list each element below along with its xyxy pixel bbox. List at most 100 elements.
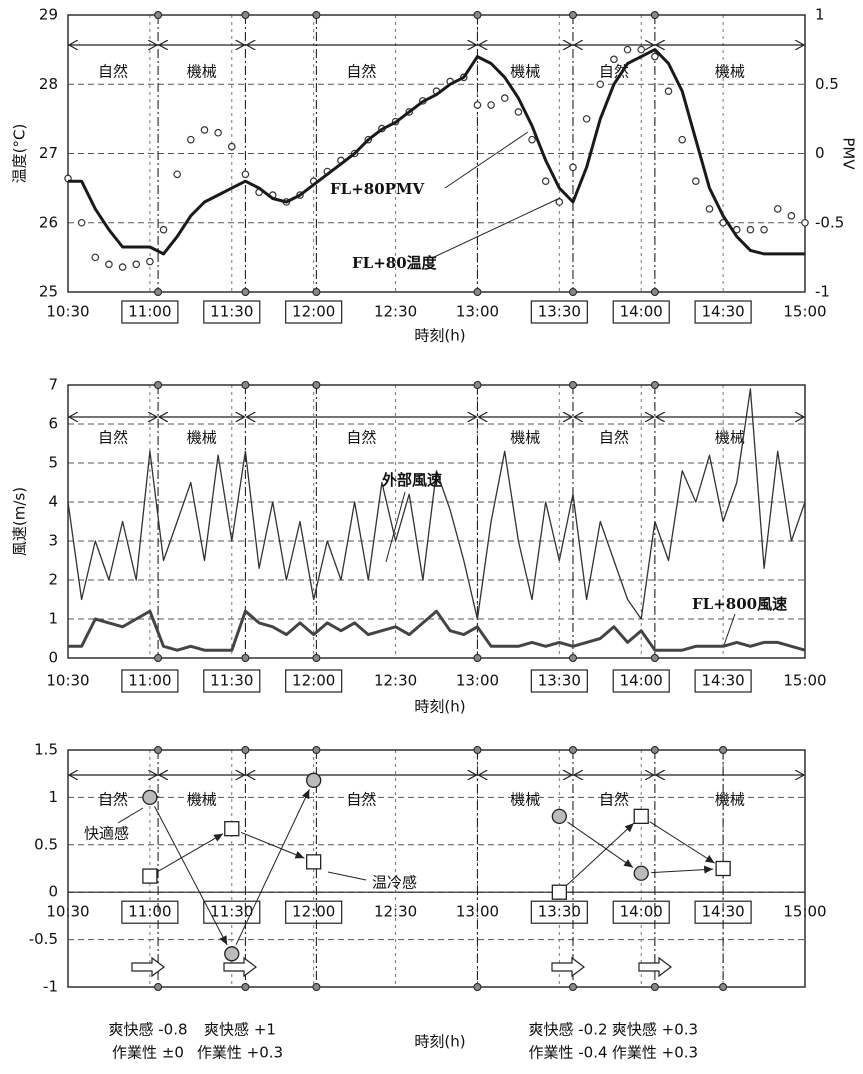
transition-arrow [154,806,228,946]
pmv-point [664,87,673,95]
transition-arrow [651,865,714,874]
series-label: FL+800風速 [692,595,787,613]
x-tick-label: 13:30 [538,672,581,690]
y-tick-label: 4 [48,493,58,511]
pmv-point [514,108,523,116]
point [142,789,158,806]
y-tick-label: -0.5 [29,930,58,948]
event-dot [719,983,728,991]
block-arrow [223,956,257,978]
event-dot [650,381,659,389]
series-label: 外部風速 [381,471,442,489]
x-tick-label: 11:30 [210,303,253,321]
event-dot [154,983,163,991]
y-axis-label: 風速(m/s) [11,487,29,556]
y2-tick-label: -0.5 [815,213,844,231]
pmv-point [801,218,809,227]
event-dot [154,11,163,19]
block-arrow [638,956,672,978]
pmv-point [623,45,632,54]
period-label: 機械 [187,791,217,809]
event-dot [568,288,577,296]
transition-arrow [566,822,635,886]
pmv-point [773,205,782,213]
event-dot [241,288,250,296]
event-dot [568,654,577,662]
pmv-point [173,170,181,179]
event-dot [568,381,577,389]
pmv-point [637,45,646,54]
x-tick-box [612,300,670,324]
event-dot [473,11,482,19]
x-axis-label: 時刻(h) [414,698,465,716]
y-tick-label: -1 [43,978,58,996]
note: 爽快感 -0.2 [528,1021,607,1039]
point [715,860,731,877]
series-label: FL+80PMV [330,180,425,198]
plot-frame [67,749,806,988]
x-tick-box [203,669,261,693]
period-label: 機械 [510,429,540,447]
x-tick-label: 14:30 [701,303,744,321]
series-label: 快適感 [84,825,129,843]
x-tick-label: 14:00 [620,903,663,921]
x-tick-label: 14:00 [620,672,663,690]
x-tick-box [530,669,588,693]
event-dot [154,288,163,296]
point [224,946,240,962]
leader-line [385,491,406,563]
series-line [67,388,806,620]
period-label: 機械 [187,429,217,447]
x-tick-box [285,300,343,324]
event-dot [154,746,163,754]
pmv-point [227,142,236,151]
transition-arrow [235,789,310,945]
pmv-point [132,260,141,269]
y-tick-label: 3 [48,532,58,550]
x-tick-box [121,900,179,924]
x-tick-label: 14:30 [701,672,744,690]
note: 爽快感 +1 [204,1021,276,1039]
y-tick-label: 1 [48,788,58,806]
pmv-point [596,80,605,89]
y-tick-label: 0 [48,883,58,901]
period-label: 機械 [715,791,745,809]
pmv-point [77,218,86,227]
note: 作業性 +0.3 [612,1044,698,1062]
y-tick-label: 28 [39,75,58,93]
y-tick-label: 25 [39,283,58,301]
x-tick-label: 11:00 [128,672,171,690]
y-axis-label: 温度(°C) [11,124,29,184]
series-label: 温冷感 [372,874,417,892]
x-tick-label: 13:30 [538,903,581,921]
y-tick-label: 27 [39,144,58,162]
y-tick-label: 29 [39,6,58,24]
leader-line [327,871,367,881]
pmv-point [187,135,195,144]
period-label: 機械 [510,791,540,809]
x-axis-label: 時刻(h) [414,327,465,345]
point [551,808,567,825]
y-tick-label: 0 [48,649,58,667]
x-tick-label: 10:30 [46,672,89,690]
transition-arrow [649,821,715,864]
period-label: 機械 [187,63,217,81]
x-tick-label: 11:30 [210,903,253,921]
y2-axis-label: PMV [840,137,858,170]
pmv-point [787,212,796,220]
event-dot [312,381,321,389]
event-dot [719,746,728,754]
x-tick-label: 12:00 [292,672,335,690]
block-arrow [131,956,165,978]
x-tick-label: 12:00 [292,303,335,321]
event-dot [312,654,321,662]
point [306,854,322,870]
event-dot [568,11,577,19]
series-line [68,609,806,652]
series-label: FL+80温度 [352,254,438,272]
pmv-point [200,126,209,134]
leader-line [444,131,529,189]
x-tick-label: 12:30 [374,903,417,921]
pmv-point [241,170,250,179]
